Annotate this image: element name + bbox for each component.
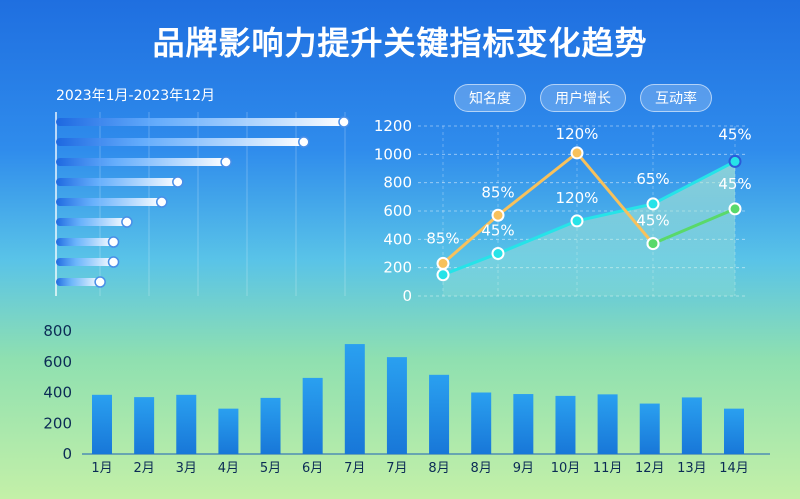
- hbar-end-marker: [121, 216, 133, 228]
- metric-tabs: 知名度 用户增长 互动率: [454, 84, 712, 112]
- hbar-end-marker: [172, 176, 184, 188]
- line-point: [646, 237, 660, 251]
- hbar: [56, 138, 304, 146]
- tab-awareness[interactable]: 知名度: [454, 84, 526, 112]
- hbar-end-marker: [220, 156, 232, 168]
- bar: [92, 394, 112, 454]
- bar: [471, 392, 492, 454]
- bar: [134, 397, 155, 454]
- line-point: [436, 268, 450, 282]
- line-point: [436, 256, 450, 270]
- bar-x-tick: 5月: [260, 461, 281, 476]
- bar-x-tick: 10月: [551, 461, 581, 476]
- hbar: [56, 198, 162, 206]
- bar: [302, 377, 323, 454]
- line-series: [442, 151, 655, 265]
- bar: [597, 394, 618, 454]
- horizontal-bar-chart: [55, 112, 350, 296]
- line-data-label: 45%: [481, 222, 514, 240]
- line-data-label: 120%: [556, 125, 599, 143]
- bar: [344, 344, 365, 454]
- line-data-label: 45%: [718, 175, 751, 193]
- hbar: [56, 118, 344, 126]
- hbar: [56, 158, 227, 166]
- vertical-bar-chart: 800 600 400 200 0 1月 2月 3月 4月 5月 6月 7月 7月 8月 8月 9月 10月 11…: [43, 322, 770, 476]
- line-y-tick: 1200: [374, 117, 412, 135]
- date-range: 2023年1月-2023年12月: [56, 88, 216, 104]
- bar: [555, 395, 576, 454]
- line-data-label: 45%: [718, 125, 751, 143]
- line-y-tick: 0: [402, 287, 412, 305]
- tab-user-growth[interactable]: 用户增长: [540, 84, 626, 112]
- hbar: [56, 258, 114, 266]
- line-y-tick: 400: [383, 230, 412, 248]
- hbar-end-marker: [94, 276, 106, 288]
- bar: [260, 397, 281, 454]
- bar: [513, 394, 534, 454]
- bar-x-tick: 12月: [635, 461, 665, 476]
- bar-x-tick: 3月: [176, 461, 197, 476]
- hbar: [56, 178, 178, 186]
- line-data-label: 45%: [636, 212, 669, 230]
- page-title: 品牌影响力提升关键指标变化趋势: [152, 24, 648, 62]
- bar: [386, 357, 407, 454]
- line-y-tick: 600: [383, 202, 412, 220]
- line-y-tick: 200: [383, 259, 412, 277]
- hbar-end-marker: [107, 236, 120, 248]
- bar-y-tick: 400: [43, 384, 72, 402]
- bar-x-tick: 9月: [513, 461, 534, 476]
- line-point: [728, 202, 742, 216]
- bar: [429, 374, 450, 454]
- bar-x-tick: 1月: [91, 461, 112, 476]
- tab-engagement[interactable]: 互动率: [640, 84, 712, 112]
- line-data-label: 65%: [636, 170, 669, 188]
- bar-x-tick: 6月: [302, 461, 323, 476]
- bar-x-tick: 2月: [133, 461, 154, 476]
- bar-x-tick: 8月: [471, 461, 492, 476]
- bar: [218, 408, 239, 454]
- hbar-end-marker: [156, 196, 168, 208]
- line-point: [491, 208, 505, 222]
- line-chart: 1200 1000 800 600 400 200 0 85% 85% 120% 45% 120% 65…: [374, 117, 752, 305]
- bar: [176, 394, 197, 454]
- line-y-tick: 1000: [374, 145, 412, 163]
- bar-x-tick: 7月: [344, 461, 365, 476]
- bar: [639, 403, 660, 454]
- line-point: [728, 154, 742, 168]
- bar-x-tick: 13月: [677, 461, 707, 476]
- bar-x-tick: 11月: [593, 461, 623, 476]
- bar-y-tick: 200: [43, 414, 72, 432]
- bar-x-tick: 8月: [428, 461, 449, 476]
- line-data-label: 120%: [556, 189, 599, 207]
- hbar: [56, 218, 127, 226]
- line-point: [646, 197, 660, 211]
- hbar: [56, 238, 114, 246]
- bar-x-tick: 4月: [218, 461, 239, 476]
- hbar: [56, 278, 101, 286]
- bar-x-tick: 7月: [386, 461, 407, 476]
- bar-y-tick: 800: [43, 322, 72, 340]
- hbar-end-marker: [338, 116, 350, 128]
- line-point: [570, 214, 584, 228]
- hbar-end-marker: [107, 256, 120, 268]
- bar-y-tick: 600: [43, 353, 72, 371]
- line-data-label: 85%: [426, 229, 459, 247]
- line-point: [491, 247, 505, 260]
- bar-y-tick: 0: [62, 445, 72, 463]
- bar: [724, 408, 744, 454]
- line-area: [443, 161, 735, 296]
- bar-x-tick: 14月: [719, 461, 749, 476]
- bar: [681, 397, 702, 454]
- line-data-label: 85%: [481, 183, 514, 201]
- line-y-tick: 800: [383, 174, 412, 192]
- line-series: [652, 207, 736, 245]
- line-point: [570, 146, 584, 160]
- hbar-end-marker: [298, 136, 310, 148]
